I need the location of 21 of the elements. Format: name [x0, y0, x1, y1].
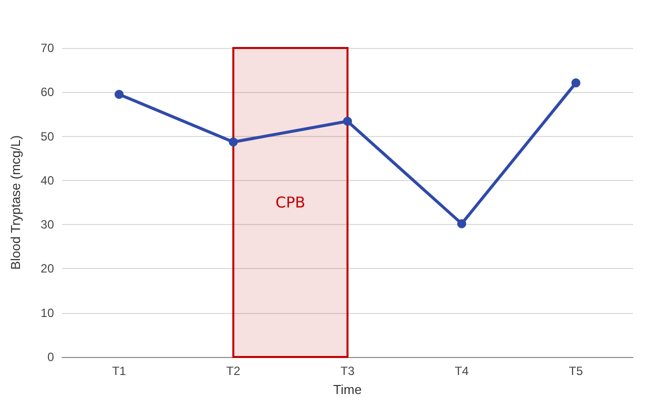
y-tick-label: 30	[40, 218, 54, 232]
point	[343, 116, 352, 126]
y-tick-label: 40	[40, 173, 54, 188]
y-tick-label: 20	[40, 262, 54, 276]
point	[457, 219, 466, 228]
y-axis-title: Blood Tryptase (mcg/L)	[8, 135, 23, 270]
y-tick-label: 70	[40, 41, 54, 55]
x-tick-label: T5	[568, 364, 584, 378]
point	[571, 78, 580, 88]
x-tick-label: T3	[340, 364, 355, 378]
y-tick-label: 0	[47, 350, 54, 364]
x-tick-label: T4	[454, 364, 470, 378]
point	[228, 138, 238, 147]
x-axis-title: Time	[333, 382, 362, 397]
point	[114, 90, 124, 99]
y-tick-label: 10	[40, 306, 54, 320]
band-label: CPB	[275, 194, 306, 212]
y-tick-label: 50	[40, 129, 54, 144]
x-tick-label: T2	[226, 364, 241, 378]
x-tick-label: T1	[112, 364, 126, 378]
y-tick-label: 60	[40, 85, 54, 100]
